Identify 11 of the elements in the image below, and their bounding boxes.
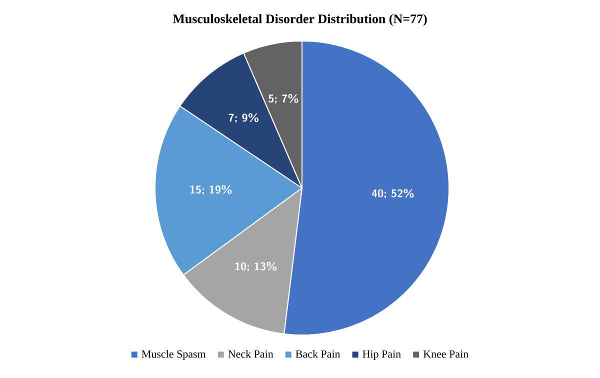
- legend-label: Neck Pain: [228, 350, 274, 358]
- chart-title: Musculoskeletal Disorder Distribution (N=77): [172, 14, 427, 26]
- legend-label: Hip Pain: [362, 350, 401, 360]
- data-label: 5; 7%: [268, 94, 298, 104]
- data-label: 40; 52%: [372, 188, 414, 198]
- data-label: 10; 13%: [235, 262, 277, 272]
- data-label: 7; 9%: [228, 113, 258, 123]
- legend-label: Back Pain: [296, 350, 340, 358]
- data-label: 15; 19%: [190, 185, 232, 195]
- legend-label: Knee Pain: [423, 350, 468, 358]
- legend-label: Muscle Spasm: [142, 350, 206, 360]
